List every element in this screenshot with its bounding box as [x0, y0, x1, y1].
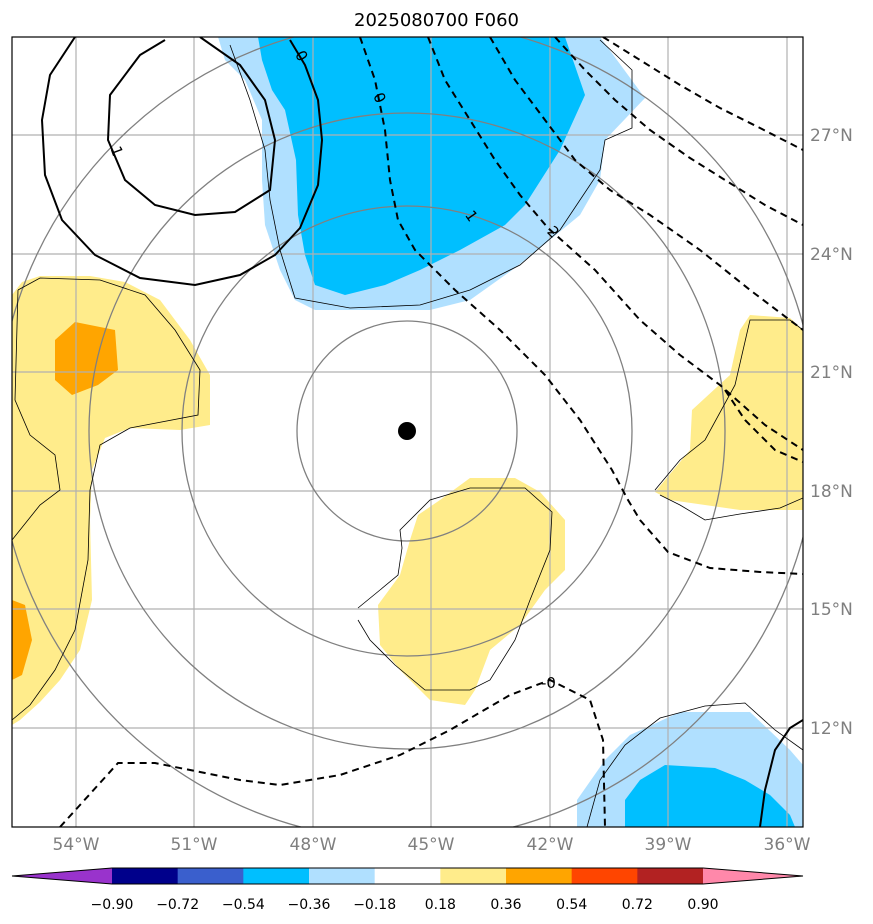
lon-tick-label: 39°W	[645, 835, 692, 855]
contour-label-6: -0	[541, 674, 556, 692]
lon-tick-label: 48°W	[290, 835, 337, 855]
colorbar-segment	[243, 868, 310, 884]
colorbar-tick-label: 0.72	[622, 897, 653, 913]
map-title: 2025080700 F060	[354, 10, 519, 31]
colorbar-tick-label: 0.36	[490, 897, 521, 913]
dashed-contours	[59, 37, 803, 827]
lat-tick-label: 12°N	[810, 719, 853, 739]
colorbar-extend-high	[703, 868, 803, 884]
lat-tick-labels: 27°N 24°N 21°N 18°N 15°N 12°N	[810, 126, 853, 739]
range-rings	[12, 37, 803, 827]
shading-outlines	[12, 39, 803, 827]
plot-frame	[11, 36, 804, 828]
storm-center-marker	[398, 422, 416, 440]
lat-tick-label: 18°N	[810, 482, 853, 502]
colorbar-outline	[11, 867, 804, 885]
colorbar-segment	[177, 868, 244, 884]
lat-tick-label: 27°N	[810, 126, 853, 146]
colorbar: −0.90 −0.72 −0.54 −0.36 −0.18 0.18 0.36 0.54 0.7…	[11, 867, 804, 913]
colorbar-tick-label: 0.18	[425, 897, 456, 913]
colorbar-tick-label: −0.36	[288, 897, 331, 913]
colorbar-extend-low	[12, 868, 112, 884]
shade-yellow-center	[378, 478, 565, 705]
colorbar-tick-label: −0.18	[353, 897, 396, 913]
colorbar-tick-label: 0.54	[556, 897, 587, 913]
lat-tick-label: 24°N	[810, 245, 853, 265]
lon-tick-label: 54°W	[53, 835, 100, 855]
colorbar-tick-label: −0.54	[222, 897, 265, 913]
shade-orange-west-edge	[12, 600, 32, 680]
colorbar-segment	[571, 868, 638, 884]
colorbar-tick-label: −0.72	[156, 897, 199, 913]
lat-tick-label: 21°N	[810, 363, 853, 383]
colorbar-tick-label: 0.90	[687, 897, 718, 913]
lon-tick-label: 36°W	[764, 835, 811, 855]
lon-tick-label: 42°W	[527, 835, 574, 855]
colorbar-segment	[506, 868, 573, 884]
lon-tick-label: 51°W	[171, 835, 218, 855]
colorbar-segment	[637, 868, 704, 884]
shade-yellow-west-band	[12, 455, 62, 545]
colorbar-segment	[112, 868, 179, 884]
lon-tick-label: 45°W	[408, 835, 455, 855]
shade-yellow-west	[12, 276, 210, 725]
shade-blue-north	[258, 37, 585, 295]
colorbar-tick-label: −0.90	[91, 897, 134, 913]
solid-contours	[40, 37, 803, 827]
graticule	[12, 37, 803, 827]
colorbar-segment	[374, 868, 441, 884]
lat-tick-label: 15°N	[810, 600, 853, 620]
colorbar-segment	[309, 868, 376, 884]
shade-yellow-east	[655, 315, 803, 510]
lon-tick-labels: 54°W 51°W 48°W 45°W 42°W 39°W 36°W	[53, 835, 811, 855]
colorbar-segment	[440, 868, 507, 884]
